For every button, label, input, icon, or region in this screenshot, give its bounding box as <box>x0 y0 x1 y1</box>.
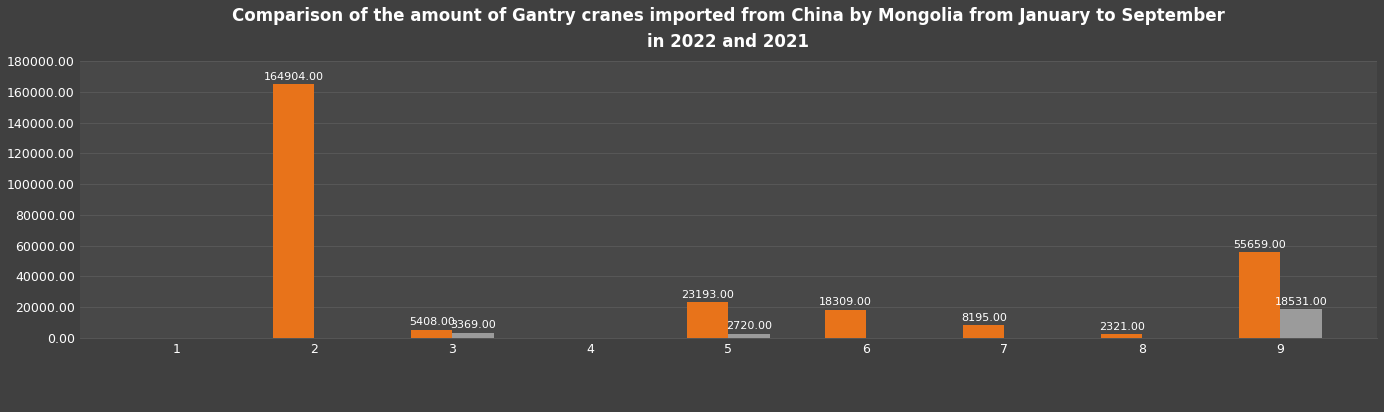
Bar <box>1280 309 1322 338</box>
Text: 2720.00: 2720.00 <box>727 321 772 331</box>
Text: 2321.00: 2321.00 <box>1099 322 1145 332</box>
Bar <box>825 310 866 338</box>
Text: 23193.00: 23193.00 <box>681 290 734 300</box>
Bar <box>273 84 314 338</box>
Bar <box>686 302 728 338</box>
Bar <box>1239 252 1280 338</box>
Text: 55659.00: 55659.00 <box>1233 240 1286 250</box>
Bar <box>1102 334 1142 338</box>
Text: 8195.00: 8195.00 <box>960 313 1006 323</box>
Bar <box>728 334 770 338</box>
Bar <box>963 325 1005 338</box>
Text: 18309.00: 18309.00 <box>819 297 872 307</box>
Text: 5408.00: 5408.00 <box>408 317 454 327</box>
Bar <box>453 332 494 338</box>
Bar <box>411 330 453 338</box>
Text: 18531.00: 18531.00 <box>1275 297 1327 307</box>
Text: 164904.00: 164904.00 <box>263 72 324 82</box>
Title: Comparison of the amount of Gantry cranes imported from China by Mongolia from J: Comparison of the amount of Gantry crane… <box>233 7 1225 52</box>
Text: 3369.00: 3369.00 <box>450 321 495 330</box>
